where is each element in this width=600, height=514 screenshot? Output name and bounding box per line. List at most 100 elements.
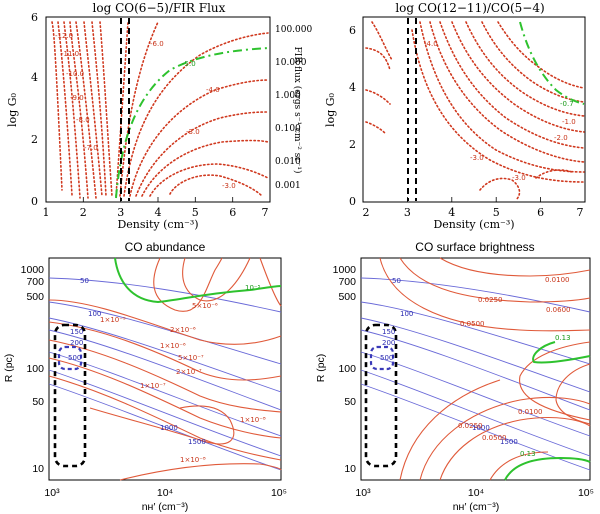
y2-tick-label: 100.000 (275, 25, 312, 35)
svg-text:-9.0: -9.0 (70, 94, 84, 102)
chart-title: CO surface brightness (415, 240, 534, 254)
svg-text:1500: 1500 (188, 438, 206, 446)
x-tick-label: 10⁴ (468, 487, 484, 499)
x-tick-label: 6 (229, 206, 236, 219)
plot-frame (362, 16, 586, 203)
y-tick-label: 1000 (333, 264, 357, 276)
x-axis-label: nʜ′ (cm⁻³) (453, 501, 500, 513)
svg-text:-5.0: -5.0 (182, 60, 196, 68)
x-axis-label: Density (cm⁻³) (433, 218, 514, 231)
x-tick-label: 2 (80, 206, 87, 219)
chart-title: CO abundance (125, 240, 206, 254)
x-tick-label: 7 (262, 206, 269, 219)
chart-title: log CO(6−5)/FIR Flux (93, 1, 226, 15)
svg-text:100: 100 (88, 310, 101, 318)
blue-dashed-box (57, 345, 83, 371)
y-tick-label: 10 (344, 463, 356, 475)
svg-text:-3.0: -3.0 (512, 174, 526, 182)
svg-text:150: 150 (70, 328, 83, 336)
y-tick-label: 100 (338, 363, 356, 375)
x-tick-label: 7 (577, 206, 584, 219)
y-axis: 1000 700 500 100 50 10 R (pc) (315, 264, 356, 475)
contour-labels: -0.7 -1.0 -2.0 -3.0 -3.0 -4.0 (424, 40, 576, 182)
y-axis: 1000 700 500 100 50 10 R (pc) (3, 264, 44, 475)
y-axis-label: R (pc) (3, 354, 15, 383)
svg-text:-11.0: -11.0 (61, 50, 79, 58)
contour-lines (365, 21, 585, 201)
y-axis-label: log G₀ (324, 92, 337, 126)
x-axis-label: nʜ′ (cm⁻³) (142, 501, 189, 513)
contour-lines (51, 21, 269, 199)
y-tick-label: 700 (26, 276, 44, 288)
svg-text:200: 200 (70, 339, 83, 347)
x-tick-label: 1 (43, 206, 50, 219)
x-tick-label: 10³ (355, 487, 371, 499)
plot-frame (360, 257, 591, 481)
chart-title: log CO(12−11)/CO(5−4) (395, 1, 544, 15)
svg-text:0.0500: 0.0500 (460, 320, 485, 328)
panel-co-abundance: CO abundance 50 100 (3, 240, 287, 513)
x-tick-label: 5 (192, 206, 199, 219)
x-tick-label: 2 (363, 206, 370, 219)
y2-tick-label: 0.100 (275, 124, 301, 134)
svg-text:200: 200 (382, 339, 395, 347)
y-tick-label: 2 (349, 138, 356, 151)
x-tick-label: 4 (448, 206, 455, 219)
svg-text:-6.0: -6.0 (150, 40, 164, 48)
x-tick-label: 5 (493, 206, 500, 219)
y-tick-label: 1000 (21, 264, 45, 276)
svg-text:-2.0: -2.0 (554, 134, 568, 142)
svg-text:10⁻⁵: 10⁻⁵ (245, 284, 261, 292)
y-tick-label: 50 (32, 396, 44, 408)
svg-text:-7.0: -7.0 (84, 144, 98, 152)
y2-tick-label: 1.000 (275, 91, 301, 101)
svg-text:500: 500 (68, 354, 81, 362)
green-contour (504, 456, 591, 481)
x-tick-label: 10⁵ (578, 487, 594, 499)
y-tick-label: 500 (338, 291, 356, 303)
y-tick-label: 4 (349, 81, 356, 94)
y-axis-label: R (pc) (315, 354, 327, 383)
blue-dashed-box (369, 345, 395, 371)
y2-tick-label: 0.001 (275, 181, 301, 191)
contour-lines-blue (48, 277, 282, 471)
svg-text:0.0250: 0.0250 (478, 296, 503, 304)
svg-text:0.0100: 0.0100 (518, 408, 543, 416)
svg-text:50: 50 (80, 277, 89, 285)
y-tick-label: 50 (344, 396, 356, 408)
svg-text:-0.7: -0.7 (560, 100, 574, 108)
y-tick-label: 100 (26, 363, 44, 375)
x-axis: 10³ 10⁴ 10⁵ nʜ′ (cm⁻³) (355, 487, 594, 513)
svg-text:0.0100: 0.0100 (545, 276, 570, 284)
svg-text:-3.0: -3.0 (470, 154, 484, 162)
x-tick-label: 3 (404, 206, 411, 219)
svg-text:50: 50 (392, 277, 401, 285)
svg-text:1×10⁻⁶: 1×10⁻⁶ (160, 342, 186, 350)
x-tick-label: 10⁴ (157, 487, 173, 499)
y-axis: 0 2 4 6 log G₀ (324, 24, 356, 208)
svg-text:-3.0: -3.0 (186, 128, 200, 136)
contour-labels: 50 100 150 200 500 1000 1500 0.0100 0.02… (380, 276, 571, 458)
x-tick-label: 10³ (44, 487, 60, 499)
y2-tick-label: 10.000 (275, 58, 307, 68)
svg-text:-8.0: -8.0 (76, 116, 90, 124)
svg-text:-12.0: -12.0 (55, 32, 73, 40)
x-axis: 1 2 3 4 5 6 7 Density (cm⁻³) (43, 197, 271, 231)
svg-text:1×10⁻⁸: 1×10⁻⁸ (180, 456, 206, 464)
svg-text:1×10⁻⁸: 1×10⁻⁸ (240, 416, 266, 424)
highlight-contour (519, 21, 585, 105)
contour-lines-red (379, 257, 591, 481)
svg-text:0.0600: 0.0600 (546, 306, 571, 314)
svg-text:-1.0: -1.0 (562, 118, 576, 126)
y-tick-label: 0 (349, 195, 356, 208)
x-tick-label: 4 (155, 206, 162, 219)
svg-text:500: 500 (380, 354, 393, 362)
x-tick-label: 6 (537, 206, 544, 219)
panel-co1211-co54: log CO(12−11)/CO(5−4) -0.7 -1.0 -2.0 -3.… (324, 1, 586, 231)
svg-text:0.13: 0.13 (520, 450, 536, 458)
svg-text:100: 100 (400, 310, 413, 318)
y-tick-label: 500 (26, 291, 44, 303)
svg-text:1000: 1000 (472, 424, 490, 432)
svg-text:2×10⁻⁷: 2×10⁻⁷ (176, 368, 202, 376)
x-axis: 2 3 4 5 6 7 Density (cm⁻³) (363, 197, 586, 231)
